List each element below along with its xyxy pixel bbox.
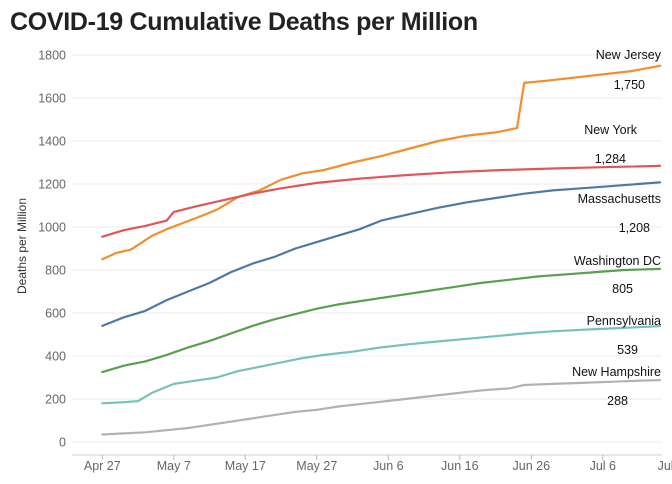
series-value-label: 288 <box>607 394 628 408</box>
series-name-label: Pennsylvania <box>587 314 661 328</box>
series-value-label: 1,284 <box>595 152 626 166</box>
y-tick-label: 0 <box>59 436 66 450</box>
series-lines <box>101 64 662 436</box>
series-end-labels: New Jersey 1,750 New York 1,284 Massachusett… <box>572 48 662 408</box>
x-tick-label: Jun 6 <box>373 459 404 473</box>
chart-title: COVID-19 Cumulative Deaths per Million <box>10 8 478 36</box>
y-tick-label: 600 <box>45 307 66 321</box>
series-line-washington-dc <box>101 267 662 374</box>
series-value-label: 805 <box>612 282 633 296</box>
x-tick-label: Jul 6 <box>590 459 616 473</box>
x-tick-label: Jun 16 <box>441 459 479 473</box>
series-line-pennsylvania <box>101 325 662 405</box>
y-tick-label: 200 <box>45 393 66 407</box>
y-tick-label: 1600 <box>38 92 66 106</box>
x-tick-label: May 27 <box>296 459 337 473</box>
series-line-new-hampshire <box>101 379 662 436</box>
series-line-massachusetts <box>101 181 662 327</box>
y-tick-label: 1800 <box>38 49 66 63</box>
series-value-label: 1,208 <box>619 221 650 235</box>
y-axis-ticks: 0 200 400 600 800 1000 1200 1400 1600 1800 <box>38 49 66 450</box>
series-value-label: 539 <box>617 343 638 357</box>
series-name-label: New Hampshire <box>572 365 661 379</box>
x-tick-label: May 17 <box>225 459 266 473</box>
y-tick-label: 1000 <box>38 221 66 235</box>
x-tick-label: May 7 <box>157 459 191 473</box>
y-axis-label: Deaths per Million <box>15 198 29 294</box>
series-line-new-jersey <box>101 64 662 261</box>
x-axis-ticks: Apr 27 May 7 May 17 May 27 Jun 6 Jun 16 Jun 26… <box>84 455 672 473</box>
x-tick-label: Apr 27 <box>84 459 121 473</box>
series-name-label: New Jersey <box>596 48 662 62</box>
y-tick-label: 1200 <box>38 178 66 192</box>
x-tick-label: Jul 16 <box>658 459 672 473</box>
gridlines <box>72 54 662 456</box>
y-tick-label: 400 <box>45 350 66 364</box>
x-tick-label: Jun 26 <box>513 459 551 473</box>
series-name-label: New York <box>584 123 638 137</box>
series-value-label: 1,750 <box>614 78 645 92</box>
y-tick-label: 800 <box>45 264 66 278</box>
series-line-new-york <box>101 164 662 238</box>
series-name-label: Washington DC <box>574 254 661 268</box>
y-tick-label: 1400 <box>38 135 66 149</box>
series-name-label: Massachusetts <box>578 192 661 206</box>
